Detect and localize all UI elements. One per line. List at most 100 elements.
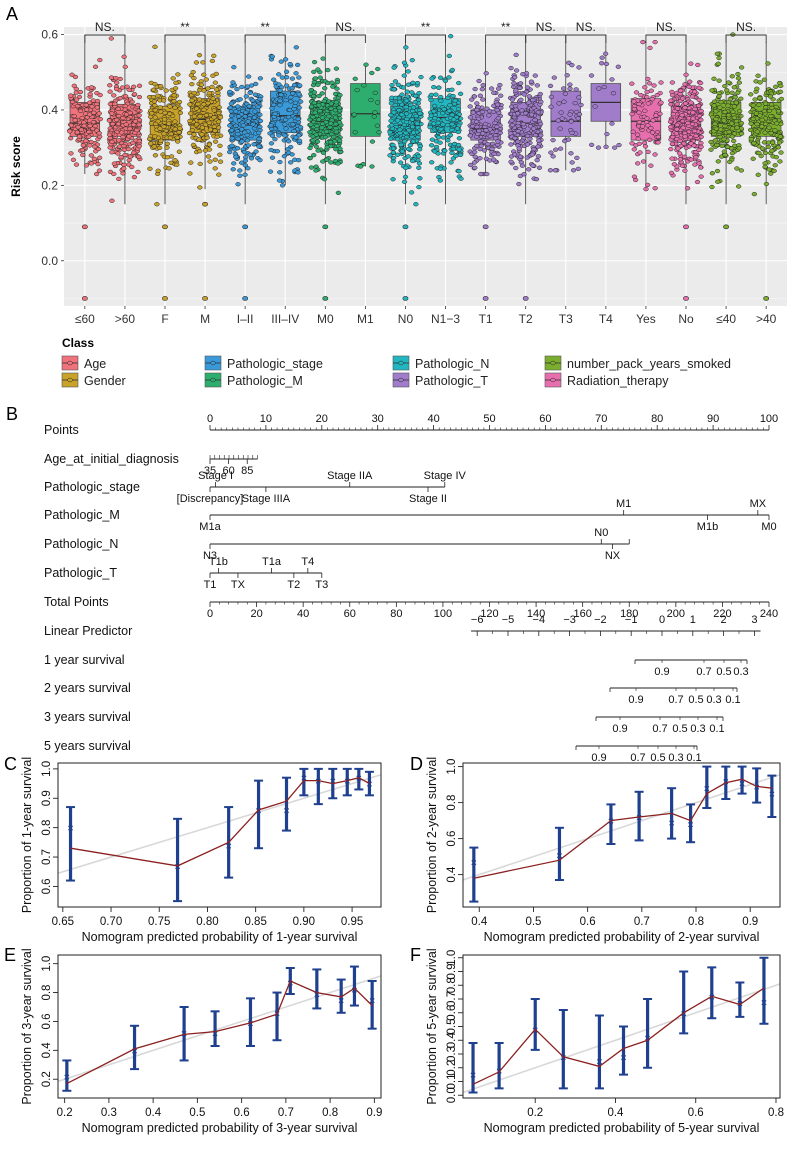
x-tick-label: 0.4	[145, 1107, 162, 1119]
data-point	[509, 122, 516, 128]
data-point	[256, 136, 262, 142]
data-point	[508, 142, 514, 147]
data-point	[207, 159, 213, 164]
data-point	[652, 186, 658, 191]
data-point	[457, 91, 464, 96]
data-point	[436, 135, 442, 140]
nomogram-row-label: Total Points	[44, 595, 109, 609]
data-point	[277, 170, 283, 175]
plot-frame	[57, 954, 382, 1099]
data-point	[671, 162, 677, 167]
data-point	[738, 65, 745, 70]
calibration-line	[66, 980, 373, 1085]
data-point	[314, 139, 321, 144]
data-point	[194, 122, 200, 127]
y-tick-label: 0.6	[41, 878, 53, 894]
data-point	[685, 120, 691, 126]
data-point	[469, 124, 476, 129]
data-point	[186, 130, 193, 136]
data-point	[127, 126, 133, 131]
data-point	[395, 82, 401, 87]
data-point	[121, 147, 127, 152]
data-point	[711, 103, 717, 108]
data-point	[200, 60, 206, 65]
data-point	[118, 155, 124, 160]
data-point	[455, 106, 462, 112]
data-point	[95, 161, 101, 167]
nomogram-axis: 0.9 0.7 0.5 0.3	[634, 659, 749, 678]
data-point	[78, 127, 85, 132]
data-point	[642, 144, 649, 149]
data-point	[409, 90, 415, 95]
axis-tick-label: −3	[563, 614, 576, 626]
error-bar: ×	[606, 803, 616, 845]
axis-tick-label: 0.5	[672, 723, 687, 735]
data-point	[267, 169, 274, 174]
data-point	[234, 86, 240, 92]
data-point	[315, 82, 321, 87]
data-point	[167, 111, 173, 116]
data-point	[387, 153, 393, 158]
data-point	[778, 96, 785, 102]
data-point	[751, 141, 757, 146]
data-point	[82, 111, 89, 116]
data-point	[210, 96, 216, 101]
data-point	[119, 85, 126, 90]
data-point	[712, 138, 718, 143]
axis-tick-label: 0.5	[688, 694, 703, 706]
data-point	[211, 124, 218, 129]
axis-tick-label: −2	[594, 614, 607, 626]
legend-title: Class	[62, 336, 94, 350]
data-point	[645, 149, 651, 155]
data-point	[675, 146, 681, 151]
error-bar: ×	[254, 779, 264, 850]
data-point	[392, 79, 399, 84]
data-point	[474, 124, 480, 130]
svg-text:A: A	[6, 4, 18, 24]
error-bar: ×	[62, 1059, 72, 1092]
outlier-point	[683, 224, 689, 230]
data-point	[636, 141, 642, 147]
data-point	[187, 118, 193, 124]
data-point	[437, 75, 444, 80]
outlier-point	[402, 296, 409, 301]
data-point	[616, 142, 622, 148]
data-point	[234, 146, 241, 151]
data-point	[308, 104, 315, 109]
data-point	[592, 104, 598, 109]
data-point	[748, 121, 754, 126]
data-point	[311, 90, 318, 95]
data-point	[684, 186, 691, 191]
data-point	[736, 80, 743, 85]
legend-label: Pathologic_T	[415, 374, 488, 388]
data-point	[211, 53, 217, 58]
data-point	[775, 109, 782, 114]
observed-marker: ×	[175, 862, 181, 873]
data-point	[405, 82, 412, 87]
data-point	[557, 146, 564, 151]
data-point	[332, 158, 338, 164]
data-point	[109, 139, 115, 144]
axis-tick-label: 0.7	[696, 666, 711, 678]
data-point	[164, 141, 171, 146]
data-point	[575, 166, 581, 172]
data-point	[516, 181, 522, 187]
data-point	[256, 144, 262, 149]
data-point	[251, 142, 257, 147]
data-point	[268, 141, 275, 146]
data-point	[136, 113, 142, 118]
data-point	[388, 118, 394, 123]
data-point	[649, 130, 656, 135]
data-point	[457, 152, 464, 158]
data-point	[147, 166, 153, 171]
data-point	[729, 90, 735, 95]
data-point	[371, 114, 377, 119]
data-point	[287, 61, 293, 67]
data-point	[438, 127, 444, 132]
data-point	[106, 118, 113, 123]
data-point	[307, 130, 313, 135]
data-point	[372, 110, 378, 115]
data-point	[536, 165, 543, 170]
data-point	[172, 126, 178, 132]
significance-label: NS.	[95, 20, 115, 34]
